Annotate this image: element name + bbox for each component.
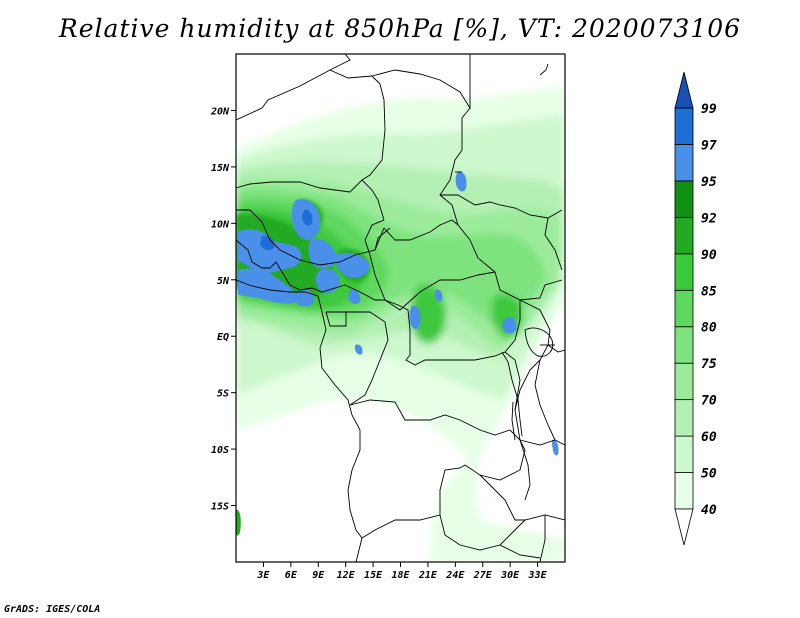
- lon-tick-label: 21E: [418, 570, 438, 581]
- colorbar-segment: [674, 435, 694, 473]
- colorbar-level-label: 80: [701, 321, 717, 336]
- lon-tick-label: 18E: [391, 570, 410, 581]
- lon-tick-label: 27E: [473, 570, 493, 581]
- colorbar-min-triangle: [674, 508, 694, 546]
- country-borders: [236, 54, 565, 562]
- colorbar-segment: [674, 107, 694, 145]
- lat-tick-label: 15N: [211, 163, 230, 174]
- lon-tick-label: 30E: [500, 570, 520, 581]
- colorbar-level-label: 99: [701, 102, 717, 117]
- lon-tick-label: 15E: [364, 570, 383, 581]
- colorbar-level-label: 85: [701, 284, 717, 299]
- lon-tick-label: 3E: [256, 570, 270, 581]
- humidity-field: [236, 85, 565, 562]
- lon-tick-label: 9E: [312, 570, 325, 581]
- colorbar-max-triangle: [674, 71, 694, 109]
- lon-tick-label: 33E: [528, 570, 548, 581]
- colorbar-level-label: 92: [701, 211, 717, 226]
- grads-credit: GrADS: IGES/COLA: [4, 604, 101, 615]
- colorbar-segment: [674, 216, 694, 255]
- colorbar-segment: [674, 362, 694, 401]
- latitude-axis: 20N 15N 10N 5N EQ 5S 10S 15S: [210, 106, 236, 513]
- longitude-axis: 3E 6E 9E 12E 15E 18E 21E 24E 27E 30E 33E: [256, 562, 548, 581]
- colorbar-level-label: 97: [701, 138, 717, 153]
- lat-tick-label: 10N: [211, 219, 230, 230]
- colorbar-level-label: 50: [701, 467, 717, 482]
- lat-tick-label: 10S: [211, 445, 229, 456]
- map-title: Relative humidity at 850hPa [%], VT: 202…: [58, 14, 742, 43]
- lat-tick-label: 15S: [211, 502, 229, 513]
- colorbar-segment: [674, 326, 694, 364]
- lon-tick-label: 6E: [285, 570, 298, 581]
- colorbar-segment: [674, 399, 694, 437]
- colorbar-segment: [674, 180, 694, 218]
- colorbar: 40 50 60 70 75 80 85 90 92 95 97 99: [674, 71, 717, 546]
- colorbar-segment: [674, 289, 694, 328]
- colorbar-level-label: 60: [701, 430, 717, 445]
- colorbar-level-label: 40: [701, 503, 717, 518]
- colorbar-level-label: 70: [701, 394, 717, 409]
- colorbar-segment: [674, 253, 694, 291]
- lat-tick-label: 5S: [217, 389, 229, 400]
- colorbar-level-label: 90: [701, 248, 717, 263]
- colorbar-level-label: 95: [701, 175, 717, 190]
- lat-tick-label: EQ: [217, 332, 229, 343]
- coastlines: [236, 63, 555, 501]
- lat-tick-label: 20N: [210, 106, 230, 117]
- colorbar-segment: [674, 144, 694, 182]
- lat-tick-label: 5N: [217, 276, 230, 287]
- lon-tick-label: 12E: [337, 570, 356, 581]
- colorbar-segment: [674, 472, 694, 510]
- colorbar-level-label: 75: [701, 357, 717, 372]
- lon-tick-label: 24E: [445, 570, 465, 581]
